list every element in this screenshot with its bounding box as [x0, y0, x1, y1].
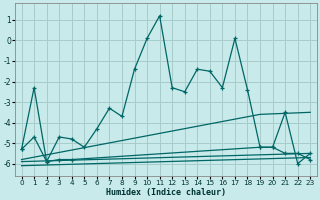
- X-axis label: Humidex (Indice chaleur): Humidex (Indice chaleur): [106, 188, 226, 197]
